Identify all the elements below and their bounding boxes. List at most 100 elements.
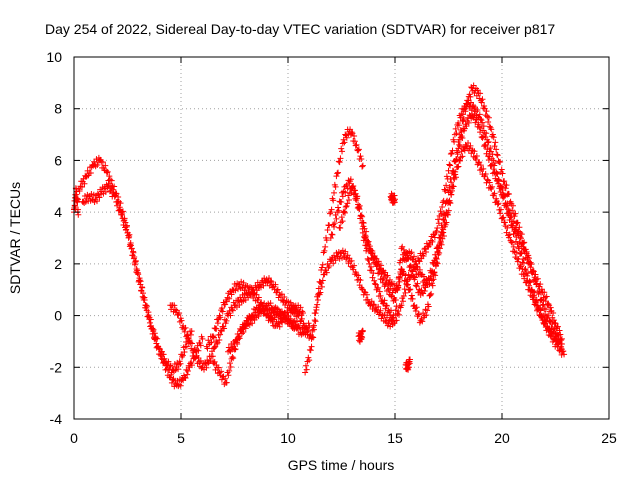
data-point xyxy=(363,228,370,235)
data-point xyxy=(147,316,154,323)
data-point xyxy=(234,298,241,305)
data-point xyxy=(274,287,281,294)
data-point xyxy=(249,287,256,294)
data-point xyxy=(229,353,236,360)
data-point xyxy=(519,239,526,246)
data-point xyxy=(414,263,421,270)
data-point xyxy=(561,351,568,358)
data-point xyxy=(81,180,88,187)
data-point xyxy=(318,264,325,271)
data-point xyxy=(335,169,342,176)
data-point xyxy=(359,328,366,335)
data-point xyxy=(339,148,346,155)
data-point xyxy=(537,307,544,314)
data-point xyxy=(438,222,445,229)
data-point xyxy=(290,310,297,317)
data-point xyxy=(351,187,358,194)
data-point xyxy=(443,173,450,180)
data-point xyxy=(337,155,344,162)
data-point xyxy=(342,189,349,196)
data-point xyxy=(167,363,174,370)
data-point xyxy=(105,183,112,190)
data-point xyxy=(510,243,517,250)
data-point xyxy=(436,235,443,241)
data-point xyxy=(355,272,362,279)
data-point xyxy=(338,198,345,205)
data-point xyxy=(229,306,236,313)
data-point xyxy=(365,257,372,264)
data-point xyxy=(483,108,490,115)
data-point xyxy=(438,241,445,248)
chart-title: Day 254 of 2022, Sidereal Day-to-day VTE… xyxy=(45,21,555,37)
data-point xyxy=(473,153,480,160)
data-point xyxy=(477,90,484,97)
data-point xyxy=(229,346,236,353)
data-point xyxy=(427,292,434,299)
data-point xyxy=(531,289,538,296)
data-point xyxy=(167,362,174,369)
data-point xyxy=(141,294,148,301)
data-point xyxy=(505,190,512,197)
y-tick-label: 0 xyxy=(54,308,62,324)
data-point xyxy=(356,206,363,213)
data-point xyxy=(446,184,453,191)
data-point xyxy=(287,315,294,322)
data-point xyxy=(520,255,527,262)
data-point xyxy=(121,217,128,224)
data-point xyxy=(207,357,214,364)
data-point xyxy=(302,331,309,338)
data-point xyxy=(161,355,168,362)
data-point xyxy=(214,320,221,327)
data-point xyxy=(395,282,402,289)
data-point xyxy=(506,231,513,238)
data-point xyxy=(479,96,486,103)
data-point xyxy=(384,272,391,279)
data-point xyxy=(132,258,139,265)
data-point xyxy=(213,340,220,347)
data-point xyxy=(396,274,403,281)
data-point xyxy=(423,312,430,319)
data-point xyxy=(199,335,206,342)
data-point xyxy=(483,130,490,137)
data-point xyxy=(267,277,274,284)
data-point xyxy=(424,307,431,314)
data-point xyxy=(506,209,513,216)
data-point xyxy=(73,188,80,195)
data-point xyxy=(181,348,188,355)
data-point xyxy=(557,343,564,350)
data-point xyxy=(528,261,535,268)
data-point xyxy=(222,375,229,382)
data-point xyxy=(363,291,370,298)
data-point xyxy=(434,224,441,231)
data-point xyxy=(274,305,281,312)
data-point xyxy=(323,237,330,244)
data-point xyxy=(183,343,190,350)
data-point xyxy=(297,304,304,311)
data-point xyxy=(513,224,520,231)
data-point xyxy=(290,305,297,312)
data-point xyxy=(226,367,233,374)
data-point xyxy=(368,250,375,257)
data-point xyxy=(182,374,189,381)
data-point xyxy=(345,196,352,203)
data-point xyxy=(312,310,319,317)
data-point xyxy=(351,262,358,269)
data-point xyxy=(522,266,529,273)
data-point xyxy=(453,130,460,137)
data-point xyxy=(274,286,281,293)
data-point xyxy=(485,157,492,164)
data-point xyxy=(361,234,368,241)
data-point xyxy=(521,266,528,273)
data-point xyxy=(359,219,366,226)
data-point xyxy=(233,339,240,346)
data-point xyxy=(230,355,237,362)
data-point xyxy=(264,279,271,286)
data-point xyxy=(116,207,123,214)
data-point xyxy=(432,255,439,262)
data-point xyxy=(402,272,409,279)
data-point xyxy=(455,163,462,170)
data-point xyxy=(210,334,217,341)
data-point xyxy=(168,379,175,386)
data-point xyxy=(114,202,121,209)
data-point xyxy=(182,324,189,331)
